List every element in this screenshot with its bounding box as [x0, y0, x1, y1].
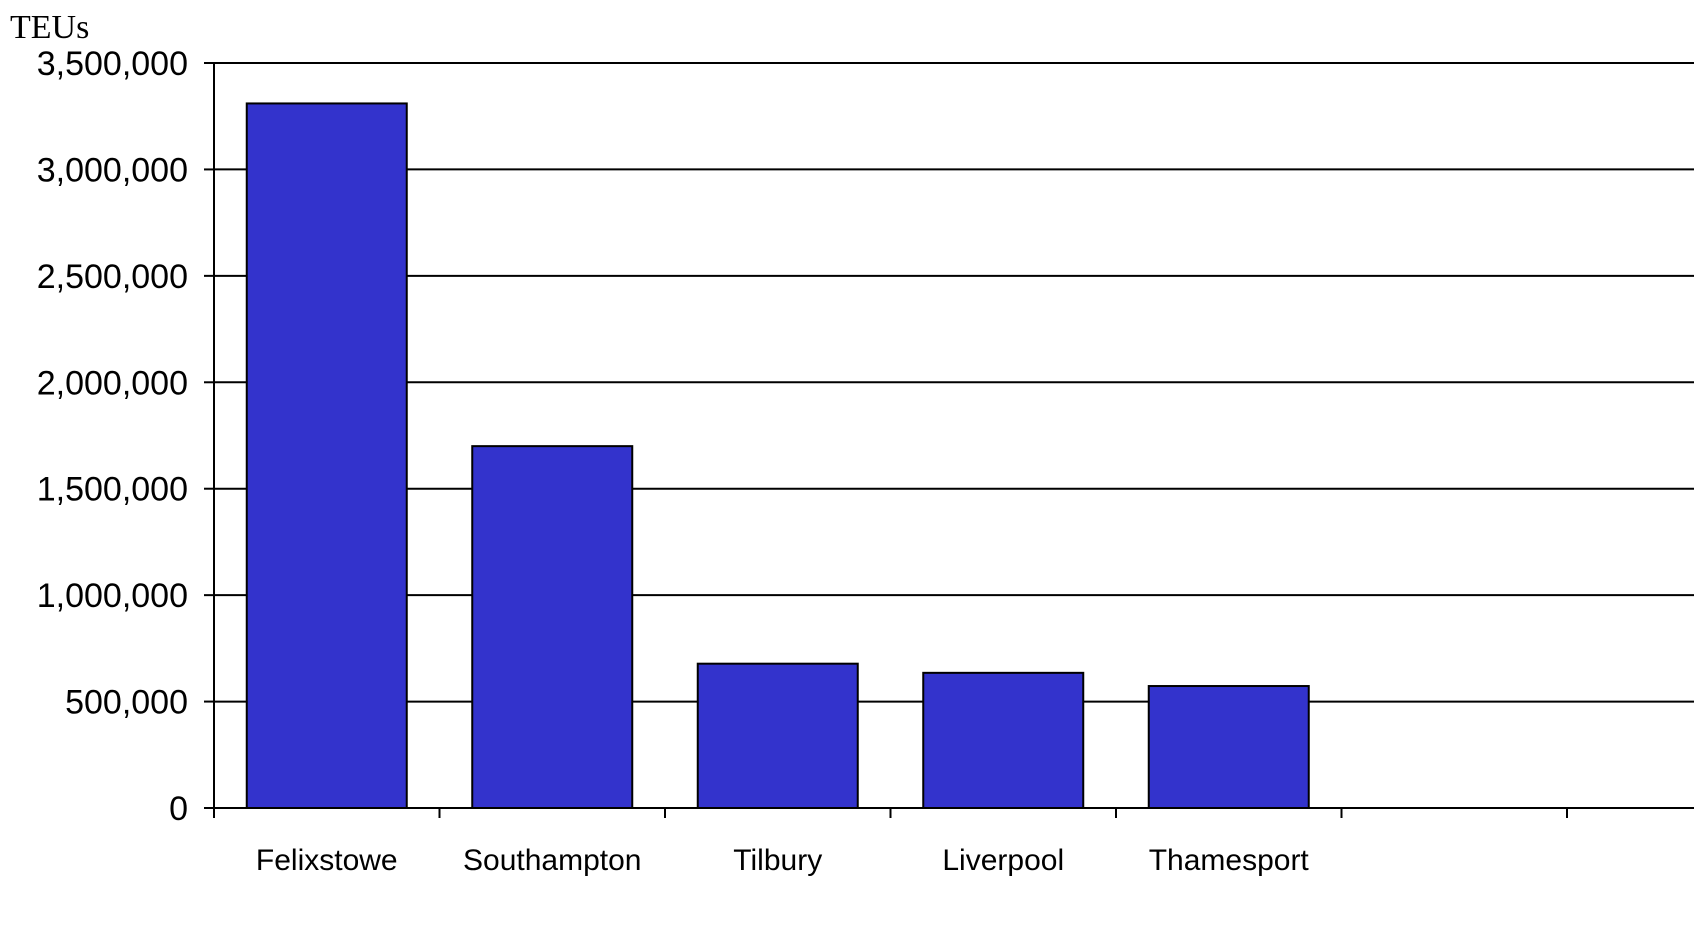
x-tick-label: Thamesport [1149, 844, 1310, 877]
y-tick-label: 0 [169, 790, 188, 828]
bar-liverpool [922, 671, 1085, 809]
y-tick-label: 2,500,000 [37, 258, 188, 296]
y-axis-label: TEUs [10, 9, 89, 46]
bar-felixstowe [245, 102, 408, 809]
x-tick-label: Liverpool [942, 844, 1064, 877]
y-tick-label: 2,000,000 [37, 364, 188, 402]
y-tick-label: 3,500,000 [37, 45, 188, 83]
bar-thamesport [1147, 685, 1310, 809]
x-tick-label: Felixstowe [256, 844, 398, 877]
y-tick-label: 1,500,000 [37, 471, 188, 509]
x-tick-label: Tilbury [733, 844, 822, 877]
bar-tilbury [696, 662, 859, 809]
y-tick-labels: 0 500,000 1,000,000 1,500,000 2,000,000 2,500… [37, 45, 188, 828]
bars [245, 102, 1310, 809]
y-tick-label: 1,000,000 [37, 577, 188, 615]
y-tick-label: 500,000 [65, 684, 188, 722]
gridlines [214, 62, 1694, 703]
bar-southampton [471, 445, 634, 809]
axes [204, 62, 1694, 818]
x-tick-label: Southampton [463, 844, 641, 877]
y-tick-label: 3,000,000 [37, 151, 188, 189]
x-tick-labels: Felixstowe Southampton Tilbury Liverpool Tha… [256, 844, 1310, 877]
